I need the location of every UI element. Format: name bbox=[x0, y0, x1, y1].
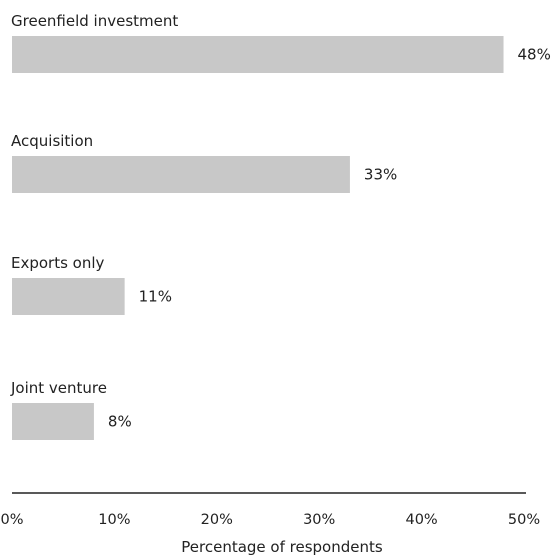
x-tick-label: 0% bbox=[0, 512, 23, 528]
x-tick-label: 50% bbox=[508, 512, 540, 528]
x-tick-label: 10% bbox=[98, 512, 130, 528]
x-tick-label: 30% bbox=[303, 512, 335, 528]
bar-group: Greenfield investment 48% bbox=[11, 12, 551, 73]
value-label: 33% bbox=[364, 166, 397, 184]
category-label: Greenfield investment bbox=[11, 12, 178, 30]
x-axis-title: Percentage of respondents bbox=[181, 538, 383, 555]
bar bbox=[12, 156, 350, 193]
bar bbox=[12, 278, 125, 315]
category-label: Exports only bbox=[11, 254, 105, 272]
category-label: Acquisition bbox=[11, 132, 93, 150]
x-axis-ticks: 0% 10% 20% 30% 40% 50% bbox=[0, 512, 540, 528]
bar-group: Acquisition 33% bbox=[11, 132, 397, 193]
x-tick-label: 40% bbox=[405, 512, 437, 528]
bar-group: Exports only 11% bbox=[11, 254, 172, 315]
value-label: 8% bbox=[108, 413, 132, 431]
x-tick-label: 20% bbox=[201, 512, 233, 528]
bar bbox=[12, 36, 504, 73]
value-label: 11% bbox=[139, 288, 172, 306]
value-label: 48% bbox=[518, 46, 551, 64]
bar bbox=[12, 403, 94, 440]
bars-layer: Greenfield investment 48% Acquisition 33% Ex… bbox=[10, 12, 551, 440]
category-label: Joint venture bbox=[10, 379, 107, 397]
